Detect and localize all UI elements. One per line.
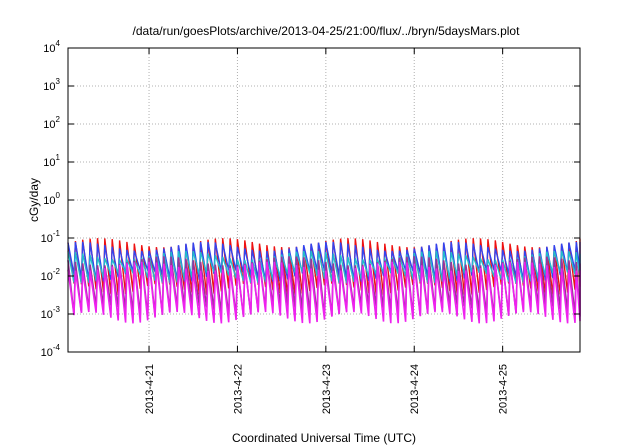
x-tick-label: 2013-4-23 xyxy=(321,364,333,414)
y-tick-label: 10-3 xyxy=(41,305,61,321)
y-axis-label: cGy/day xyxy=(27,178,41,222)
y-tick-label: 104 xyxy=(43,39,60,55)
chart-title: /data/run/goesPlots/archive/2013-04-25/2… xyxy=(133,24,521,38)
x-tick-labels: 2013-4-21 2013-4-22 2013-4-23 2013-4-24 2013… xyxy=(144,48,510,414)
y-tick-label: 103 xyxy=(43,77,60,93)
y-tick-label: 10-4 xyxy=(41,343,61,359)
y-tick-label: 101 xyxy=(43,153,60,169)
x-tick-label: 2013-4-24 xyxy=(409,364,421,414)
x-tick-label: 2013-4-21 xyxy=(144,364,156,414)
y-tick-labels: 104 103 102 101 100 10-1 10-2 10-3 10-4 xyxy=(41,39,580,359)
x-tick-label: 2013-4-22 xyxy=(232,364,244,414)
x-tick-label: 2013-4-25 xyxy=(498,364,510,414)
y-tick-label: 10-1 xyxy=(41,229,61,245)
series-line-4 xyxy=(67,261,581,324)
series-group xyxy=(67,238,581,324)
y-tick-label: 10-2 xyxy=(41,267,61,283)
y-tick-label: 100 xyxy=(43,191,60,207)
y-tick-label: 102 xyxy=(43,115,60,131)
x-axis-label: Coordinated Universal Time (UTC) xyxy=(232,431,416,445)
